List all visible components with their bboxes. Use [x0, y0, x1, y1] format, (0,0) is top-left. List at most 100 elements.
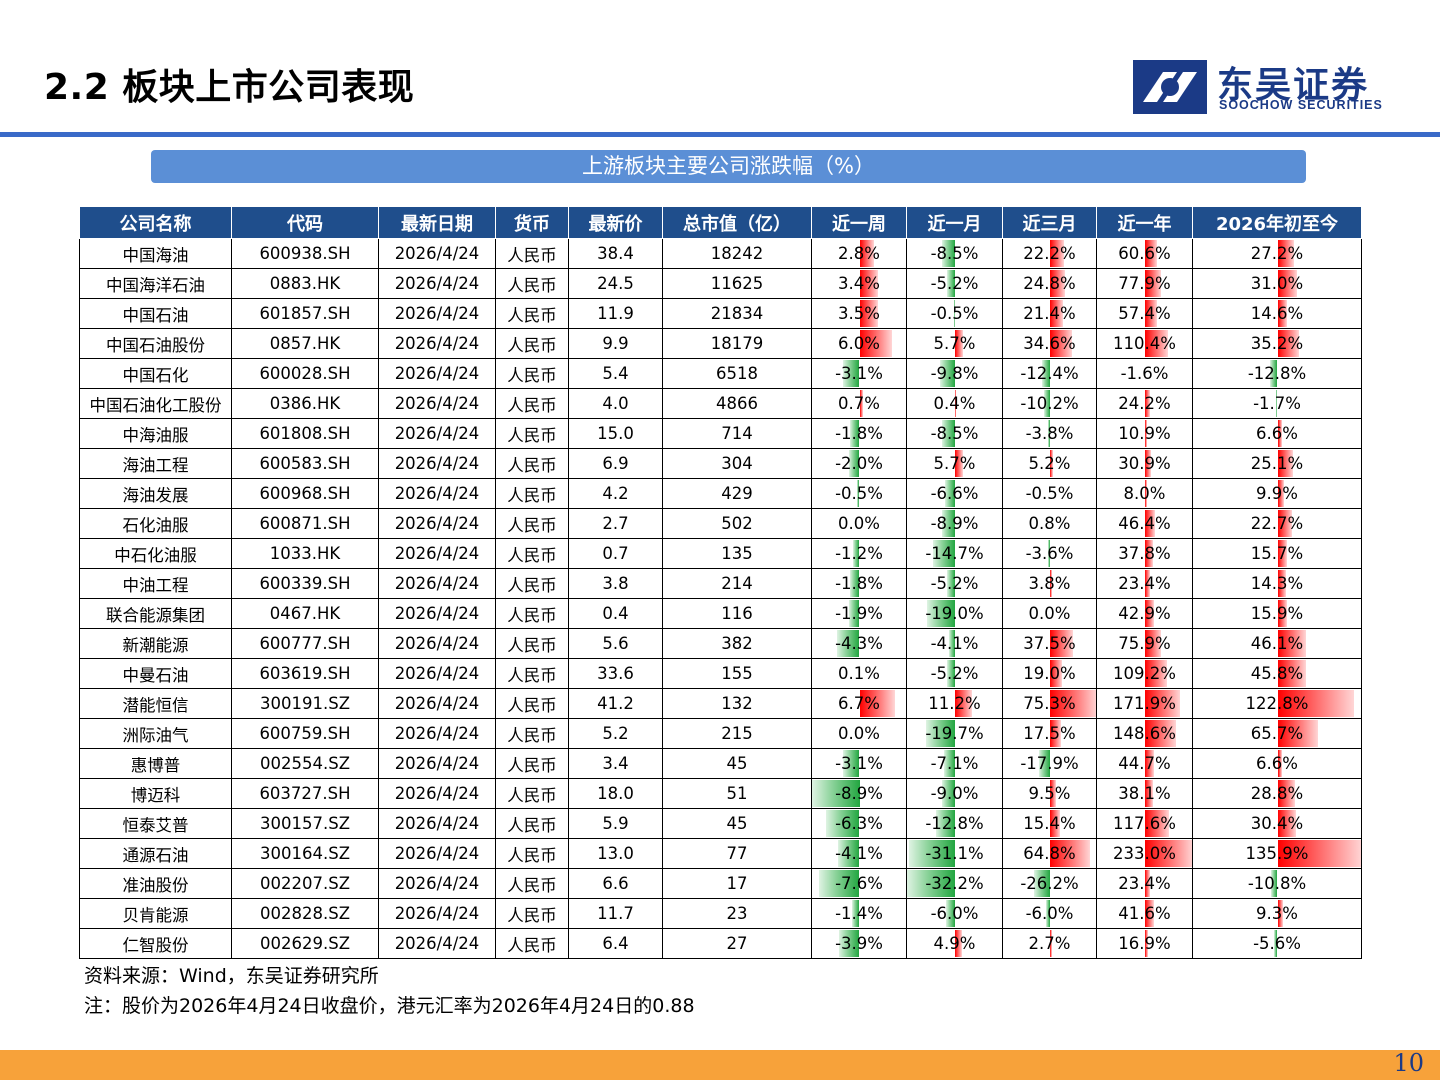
table-cell: 23.4% — [1096, 868, 1193, 899]
cell-value: -1.9% — [835, 604, 883, 623]
positive-data-bar — [1145, 630, 1161, 657]
table-cell: 135 — [662, 538, 812, 569]
table-cell: 28.8% — [1192, 778, 1362, 809]
positive-data-bar — [1050, 330, 1072, 357]
cell-value: 4.9% — [933, 934, 976, 953]
positive-data-bar — [1277, 540, 1288, 567]
page-title: 2.2 板块上市公司表现 — [44, 67, 415, 108]
table-cell: -1.7% — [1192, 388, 1362, 419]
cell-value: 15.7% — [1250, 544, 1304, 563]
table-cell: 22.7% — [1192, 508, 1362, 539]
table-cell: 75.3% — [1002, 688, 1097, 719]
table-cell: -4.3% — [811, 628, 907, 659]
cell-value: 77.9% — [1118, 274, 1171, 293]
cell-value: -1.7% — [1253, 394, 1301, 413]
table-cell: 人民币 — [495, 448, 569, 479]
table-cell: 25.1% — [1192, 448, 1362, 479]
table-cell: 0.4% — [906, 388, 1003, 419]
column-header: 最新日期 — [378, 206, 496, 239]
table-cell: 42.9% — [1096, 598, 1193, 629]
table-cell: 17 — [662, 868, 812, 899]
cell-value: 9.5% — [1028, 784, 1071, 803]
positive-data-bar — [1145, 720, 1176, 747]
table-cell: -3.1% — [811, 748, 907, 779]
table-cell: 通源石油 — [79, 838, 232, 869]
cell-value: -26.2% — [1020, 874, 1079, 893]
table-cell: 人民币 — [495, 658, 569, 689]
table-cell: -3.9% — [811, 928, 907, 959]
positive-data-bar — [859, 330, 892, 357]
table-cell: 18.0 — [568, 778, 663, 809]
cell-value: 44.7% — [1118, 754, 1171, 773]
positive-data-bar — [1050, 270, 1066, 297]
positive-data-bar — [1145, 780, 1153, 807]
table-cell: 10.9% — [1096, 418, 1193, 449]
table-cell: -1.9% — [811, 598, 907, 629]
cell-value: -6.6% — [930, 484, 979, 503]
cell-value: 2.7% — [1028, 934, 1071, 953]
table-cell: -6.6% — [906, 478, 1003, 509]
table-cell: 5.9 — [568, 808, 663, 839]
cell-value: 6.6% — [1256, 424, 1298, 443]
positive-data-bar — [1050, 300, 1064, 327]
table-cell: -19.7% — [906, 718, 1003, 749]
table-cell: 23 — [662, 898, 812, 929]
positive-data-bar — [1050, 720, 1061, 747]
table-cell: 8.0% — [1096, 478, 1193, 509]
table-cell: 002207.SZ — [231, 868, 379, 899]
table-cell: 429 — [662, 478, 812, 509]
table-cell: 15.0 — [568, 418, 663, 449]
table-row: 仁智股份 002629.SZ 2026/4/24 人民币 6.4 27 -3.9% 4.9% 2… — [79, 928, 1362, 959]
cell-value: 22.7% — [1250, 514, 1304, 533]
table-cell: 27 — [662, 928, 812, 959]
cell-value: -3.6% — [1025, 544, 1074, 563]
cell-value: 0.1% — [838, 664, 880, 683]
table-cell: 6.6% — [1192, 748, 1362, 779]
positive-data-bar — [1145, 390, 1150, 417]
cell-value: 6.6% — [1256, 754, 1298, 773]
table-row: 贝肯能源 002828.SZ 2026/4/24 人民币 11.7 23 -1.4% -6.0… — [79, 898, 1362, 929]
negative-data-bar — [849, 420, 860, 447]
table-cell: 171.9% — [1096, 688, 1193, 719]
cell-value: 148.6% — [1113, 724, 1176, 743]
table-cell: 石化油服 — [79, 508, 232, 539]
table-row: 潜能恒信 300191.SZ 2026/4/24 人民币 41.2 132 6.7% 11.2… — [79, 688, 1362, 719]
table-cell: 75.9% — [1096, 628, 1193, 659]
negative-data-bar — [837, 840, 860, 867]
cell-value: -17.9% — [1020, 754, 1079, 773]
table-cell: 2026/4/24 — [378, 298, 496, 329]
table-cell: 600871.SH — [231, 508, 379, 539]
table-cell: -0.5% — [811, 478, 907, 509]
table-cell: 155 — [662, 658, 812, 689]
cell-value: 57.4% — [1118, 304, 1171, 323]
table-cell: 45 — [662, 808, 812, 839]
table-cell: 11.9 — [568, 298, 663, 329]
table-cell: 502 — [662, 508, 812, 539]
positive-data-bar — [1145, 450, 1152, 477]
cell-value: -12.4% — [1020, 364, 1079, 383]
positive-data-bar — [1277, 330, 1300, 357]
cell-value: 41.6% — [1118, 904, 1171, 923]
negative-data-bar — [947, 270, 955, 297]
table-cell: 132 — [662, 688, 812, 719]
table-cell: 贝肯能源 — [79, 898, 232, 929]
table-cell: 人民币 — [495, 478, 569, 509]
table-cell: 15.7% — [1192, 538, 1362, 569]
cell-value: 3.4% — [838, 274, 880, 293]
table-cell: 人民币 — [495, 568, 569, 599]
table-cell: 2026/4/24 — [378, 928, 496, 959]
table-cell: 714 — [662, 418, 812, 449]
positive-data-bar — [1050, 690, 1096, 717]
table-cell: 9.9% — [1192, 478, 1362, 509]
positive-data-bar — [1277, 240, 1295, 267]
table-cell: 2026/4/24 — [378, 268, 496, 299]
positive-data-bar — [1145, 840, 1192, 867]
table-cell: -1.4% — [811, 898, 907, 929]
cell-value: 23.4% — [1118, 874, 1171, 893]
negative-data-bar — [849, 570, 860, 597]
table-cell: 0.0% — [811, 718, 907, 749]
negative-data-bar — [836, 630, 860, 657]
positive-data-bar — [1145, 510, 1155, 537]
positive-data-bar — [1145, 240, 1158, 267]
table-cell: 34.6% — [1002, 328, 1097, 359]
